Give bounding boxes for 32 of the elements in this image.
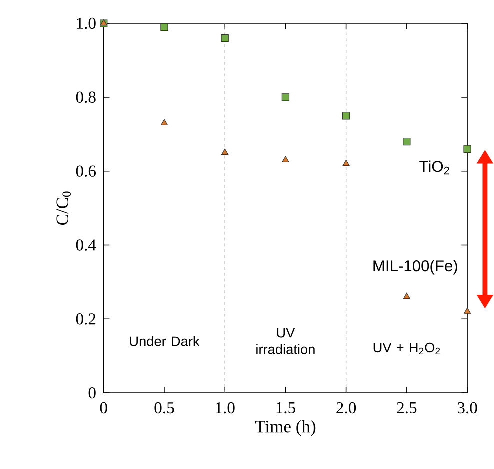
x-tick-label: 0.5 — [154, 402, 174, 414]
x-tick-label: 1.0 — [216, 402, 235, 414]
point — [464, 146, 472, 154]
point — [160, 24, 168, 32]
y-tick-label: 0.6 — [76, 166, 96, 178]
point — [342, 160, 350, 166]
point — [403, 138, 411, 146]
point — [403, 293, 410, 300]
x-tick-label: 1.5 — [276, 402, 296, 414]
annotation: Under Dark — [130, 336, 200, 347]
x-axis-title: Time (h) — [255, 420, 316, 437]
y-tick-label: 0.4 — [76, 240, 96, 252]
y-tick-label: 0.8 — [76, 92, 96, 104]
x-tick-label: 2.5 — [397, 402, 417, 414]
x-tick-label: 3.0 — [458, 402, 478, 414]
y-tick-label: 0.2 — [76, 314, 96, 326]
point — [222, 149, 229, 156]
y-tick-label: 0 — [88, 388, 96, 399]
point — [464, 308, 472, 314]
annotation: UV irradiation — [256, 328, 315, 355]
x-tick-label: 2.0 — [336, 402, 356, 414]
series-label: TiO$_{2}$ — [420, 160, 450, 175]
point — [282, 156, 290, 163]
point — [221, 34, 229, 42]
point — [282, 94, 290, 102]
point — [342, 112, 350, 120]
series-label: MIL-100(Fe) — [374, 260, 458, 275]
y-axis-title: C/C$_{0}$ — [56, 192, 72, 226]
x-tick-label: 0 — [100, 402, 108, 414]
annotation: UV + H$_{2}$O$_{2}$ — [374, 343, 440, 355]
y-tick-label: 1.0 — [77, 18, 96, 30]
point — [160, 120, 168, 126]
